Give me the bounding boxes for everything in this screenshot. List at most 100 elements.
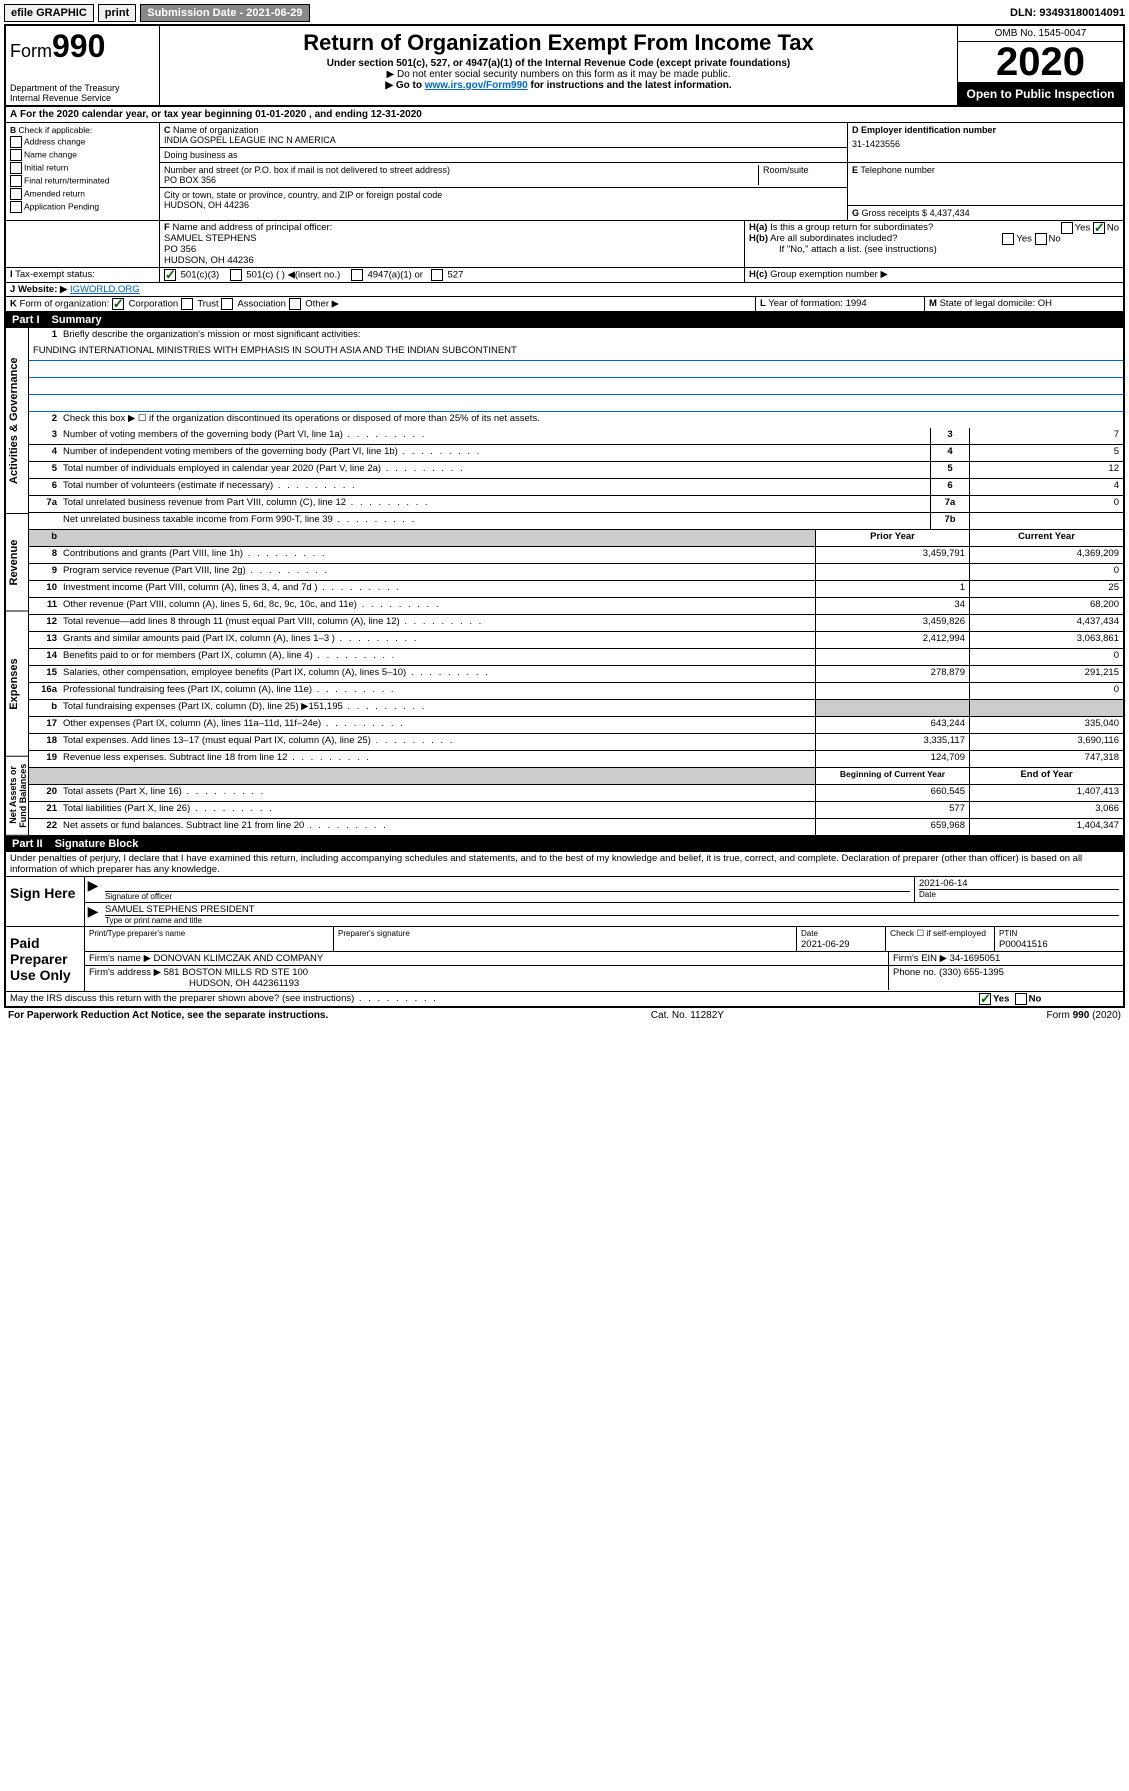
opt-pending: Application Pending (24, 201, 99, 211)
ha-yes-checkbox[interactable] (1061, 222, 1073, 234)
goto-pre: ▶ Go to (385, 80, 424, 91)
opt-trust: Trust (197, 299, 218, 310)
print-button[interactable]: print (98, 4, 136, 22)
tax-exempt-options: 501(c)(3) 501(c) ( ) ◀(insert no.) 4947(… (160, 268, 745, 282)
opt-other: Other ▶ (305, 299, 339, 310)
row-fh: F Name and address of principal officer:… (6, 221, 1123, 268)
page-footer: For Paperwork Reduction Act Notice, see … (4, 1008, 1125, 1023)
ein-value: 31-1423556 (848, 137, 1123, 151)
opt-527: 527 (448, 270, 464, 281)
hb-no-checkbox[interactable] (1035, 233, 1047, 245)
officer-addr2: HUDSON, OH 44236 (164, 255, 254, 266)
discuss-label: May the IRS discuss this return with the… (10, 993, 438, 1004)
527-checkbox[interactable] (431, 269, 443, 281)
section-h: H(a) Is this a group return for subordin… (745, 221, 1123, 267)
ha-label: Is this a group return for subordinates? (770, 222, 933, 233)
date-label: Date (919, 889, 1119, 899)
net-header-row: Beginning of Current Year End of Year (29, 768, 1123, 785)
501c3-checkbox[interactable] (164, 269, 176, 281)
amended-checkbox[interactable] (10, 188, 22, 200)
prior-year-header: Prior Year (815, 530, 969, 546)
tab-governance: Activities & Governance (6, 328, 28, 514)
data-row: 11 Other revenue (Part VIII, column (A),… (29, 598, 1123, 615)
end-year-header: End of Year (969, 768, 1123, 784)
tax-year-range: For the 2020 calendar year, or tax year … (20, 109, 422, 120)
form-of-org: K Form of organization: Corporation Trus… (6, 297, 756, 311)
k-label: Form of organization: (20, 299, 110, 310)
mission-blank3 (29, 395, 1123, 412)
sig-officer-label: Signature of officer (105, 891, 910, 901)
opt-final: Final return/terminated (24, 175, 110, 185)
ha-no: No (1107, 223, 1119, 234)
paid-preparer-label: Paid Preparer Use Only (6, 927, 85, 991)
discuss-no-checkbox[interactable] (1015, 993, 1027, 1005)
dln: DLN: 93493180014091 (1010, 7, 1125, 19)
hdr-num: b (29, 530, 61, 546)
room-suite-label: Room/suite (759, 165, 843, 185)
501c-checkbox[interactable] (230, 269, 242, 281)
footer-right: Form 990 (2020) (1047, 1010, 1121, 1021)
name-change-checkbox[interactable] (10, 149, 22, 161)
data-row: 13 Grants and similar amounts paid (Part… (29, 632, 1123, 649)
sign-here-label: Sign Here (6, 877, 85, 926)
prep-name-label: Print/Type preparer's name (89, 929, 185, 938)
gov-row: 7a Total unrelated business revenue from… (29, 496, 1123, 513)
4947-checkbox[interactable] (351, 269, 363, 281)
gross-receipts-label: Gross receipts $ (862, 208, 928, 218)
ptin-value: P00041516 (999, 939, 1048, 950)
pending-checkbox[interactable] (10, 201, 22, 213)
city-state-zip: HUDSON, OH 44236 (164, 200, 249, 210)
tax-year: 2020 (958, 42, 1123, 83)
data-row: 16a Professional fundraising fees (Part … (29, 683, 1123, 700)
state-domicile: M State of legal domicile: OH (925, 297, 1123, 311)
ha-no-checkbox[interactable] (1093, 222, 1105, 234)
prep-date-label: Date (801, 929, 818, 938)
summary-body: Activities & Governance Revenue Expenses… (6, 328, 1123, 836)
address-change-checkbox[interactable] (10, 136, 22, 148)
discuss-yes-checkbox[interactable] (979, 993, 991, 1005)
hb-label: Are all subordinates included? (770, 233, 897, 244)
open-public: Open to Public Inspection (958, 83, 1123, 105)
mission-blank2 (29, 378, 1123, 395)
data-row: b Total fundraising expenses (Part IX, c… (29, 700, 1123, 717)
sig-arrow-icon: ▶ (85, 877, 101, 902)
part1-header: Part I Summary (6, 312, 1123, 328)
hc-label: H(c) Group exemption number ▶ (745, 268, 1123, 282)
officer-label: Name and address of principal officer: (172, 222, 332, 233)
hb-yes-checkbox[interactable] (1002, 233, 1014, 245)
firm-name: DONOVAN KLIMCZAK AND COMPANY (154, 953, 324, 964)
self-employed-check: Check ☐ if self-employed (886, 927, 995, 951)
corp-checkbox[interactable] (112, 298, 124, 310)
spacer-fh (6, 221, 160, 267)
website-link[interactable]: IGWORLD.ORG (70, 284, 140, 295)
opt-501c: 501(c) ( ) ◀(insert no.) (246, 270, 340, 281)
efile-button[interactable]: efile GRAPHIC (4, 4, 94, 22)
final-return-checkbox[interactable] (10, 175, 22, 187)
opt-corp: Corporation (129, 299, 179, 310)
name-label: Name of organization (173, 125, 259, 135)
irs-link[interactable]: www.irs.gov/Form990 (425, 80, 528, 91)
header-left: Form990 Department of the Treasury Inter… (6, 26, 160, 105)
tab-revenue: Revenue (6, 514, 28, 612)
dba-label: Doing business as (160, 148, 847, 162)
gov-row: 5 Total number of individuals employed i… (29, 462, 1123, 479)
initial-return-checkbox[interactable] (10, 162, 22, 174)
trust-checkbox[interactable] (181, 298, 193, 310)
data-row: 15 Salaries, other compensation, employe… (29, 666, 1123, 683)
header-mid: Return of Organization Exempt From Incom… (160, 26, 957, 105)
principal-officer: F Name and address of principal officer:… (160, 221, 745, 267)
ptin-label: PTIN (999, 929, 1017, 938)
opt-amended: Amended return (24, 188, 85, 198)
assoc-checkbox[interactable] (221, 298, 233, 310)
part1-name: Summary (52, 314, 102, 326)
discuss-row: May the IRS discuss this return with the… (6, 992, 1123, 1006)
gov-row: 4 Number of independent voting members o… (29, 445, 1123, 462)
sig-date: 2021-06-14 (919, 878, 968, 889)
part2-label: Part II (12, 838, 43, 850)
q1-num: 1 (29, 328, 61, 344)
data-row: 22 Net assets or fund balances. Subtract… (29, 819, 1123, 836)
gross-receipts-value: 4,437,434 (930, 208, 970, 218)
other-checkbox[interactable] (289, 298, 301, 310)
subtitle-3: ▶ Go to www.irs.gov/Form990 for instruct… (166, 80, 951, 91)
tab-expenses: Expenses (6, 612, 28, 757)
